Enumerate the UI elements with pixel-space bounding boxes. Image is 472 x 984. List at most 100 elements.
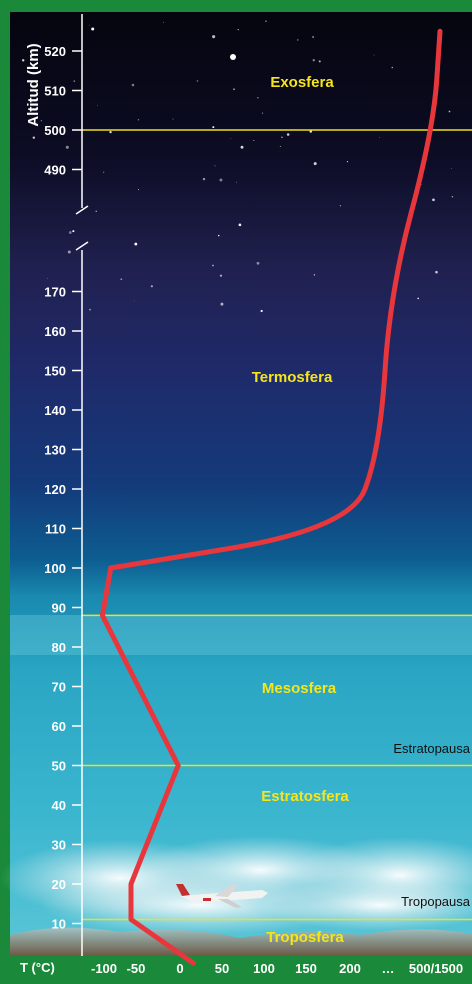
- axis-break-bottom: [75, 241, 89, 251]
- x-tick-label: 500/1500: [409, 961, 463, 976]
- star: [279, 145, 281, 147]
- boundary-label-tropopausa: Tropopausa: [401, 894, 471, 909]
- y-tick-label: 120: [44, 482, 66, 497]
- star: [373, 54, 375, 56]
- layer-label-termosfera: Termosfera: [252, 369, 333, 386]
- star: [137, 119, 140, 121]
- star: [220, 302, 224, 306]
- y-tick-label: 60: [52, 719, 66, 734]
- star: [313, 274, 316, 276]
- x-tick-label: 200: [339, 961, 361, 976]
- y-tick-40: 40: [52, 798, 82, 813]
- star: [312, 36, 315, 38]
- star: [257, 96, 259, 99]
- y-tick-label: 110: [45, 522, 66, 537]
- star: [219, 274, 223, 277]
- horizon-glow: [10, 615, 472, 655]
- boundary-lines: [82, 129, 472, 921]
- bright-star: [230, 54, 236, 60]
- y-tick-label: 40: [52, 798, 66, 813]
- y-tick-520: 520: [44, 44, 82, 59]
- star: [417, 297, 419, 300]
- star: [237, 28, 239, 31]
- star: [260, 309, 263, 313]
- star: [32, 136, 36, 139]
- y-tick-30: 30: [52, 838, 82, 853]
- boundary-label-estratopausa: Estratopausa: [393, 741, 470, 756]
- y-tick-120: 120: [44, 482, 82, 497]
- star: [346, 161, 349, 163]
- star: [40, 120, 42, 122]
- y-tick-490: 490: [44, 163, 82, 178]
- star: [379, 137, 381, 139]
- star: [451, 196, 454, 198]
- y-tick-20: 20: [52, 877, 82, 892]
- x-tick-label: 50: [215, 961, 229, 976]
- y-tick-150: 150: [44, 364, 82, 379]
- stars: [21, 20, 454, 313]
- star: [202, 177, 206, 181]
- y-tick-label: 130: [44, 443, 66, 458]
- star: [212, 264, 214, 267]
- star: [448, 110, 451, 113]
- y-tick-160: 160: [44, 324, 82, 339]
- y-tick-label: 70: [52, 680, 66, 695]
- star: [309, 130, 313, 133]
- star: [46, 277, 48, 279]
- y-tick-label: 10: [52, 917, 66, 932]
- x-axis: T (°C) -100 -50 0 50 100 150 200 … 500/1500: [20, 960, 463, 976]
- star: [97, 104, 98, 106]
- star: [265, 20, 267, 22]
- star: [95, 210, 97, 212]
- y-tick-label: 150: [44, 364, 66, 379]
- star: [89, 308, 91, 311]
- y-axis: [75, 14, 89, 956]
- y-tick-label: 90: [52, 601, 66, 616]
- star: [432, 198, 435, 202]
- layer-label-mesosfera: Mesosfera: [262, 680, 337, 697]
- y-tick-label: 20: [52, 877, 66, 892]
- star: [238, 223, 242, 227]
- layer-label-estratosfera: Estratosfera: [261, 788, 349, 805]
- star: [435, 270, 438, 274]
- y-tick-10: 10: [52, 917, 82, 932]
- star: [21, 59, 25, 62]
- x-tick-label: 100: [253, 961, 275, 976]
- axis-break-top: [75, 205, 89, 215]
- star: [212, 35, 216, 39]
- star: [312, 59, 315, 62]
- y-tick-label: 170: [44, 285, 66, 300]
- y-tick-label: 30: [52, 838, 66, 853]
- y-tick-90: 90: [52, 601, 82, 616]
- star: [240, 145, 244, 149]
- star: [150, 285, 153, 288]
- star: [253, 140, 255, 141]
- layer-label-troposfera: Troposfera: [266, 929, 344, 946]
- star: [102, 171, 105, 174]
- star: [172, 118, 174, 120]
- y-tick-label: 500: [44, 123, 66, 138]
- star: [91, 27, 95, 31]
- star: [131, 83, 135, 87]
- star: [236, 181, 238, 183]
- airplane-icon: [176, 884, 268, 908]
- y-tick-170: 170: [44, 285, 82, 300]
- star: [281, 136, 283, 138]
- y-tick-label: 160: [44, 324, 66, 339]
- y-tick-140: 140: [44, 403, 82, 418]
- star: [73, 80, 76, 83]
- star: [296, 39, 299, 41]
- x-tick-label: -50: [127, 961, 146, 976]
- star: [230, 138, 232, 139]
- star: [34, 123, 37, 126]
- x-axis-label: T (°C): [20, 960, 55, 975]
- y-tick-510: 510: [44, 84, 82, 99]
- y-tick-500: 500: [44, 123, 82, 138]
- star: [67, 250, 71, 254]
- y-tick-70: 70: [52, 680, 82, 695]
- y-tick-100: 100: [44, 561, 82, 576]
- y-tick-60: 60: [52, 719, 82, 734]
- star: [68, 231, 72, 234]
